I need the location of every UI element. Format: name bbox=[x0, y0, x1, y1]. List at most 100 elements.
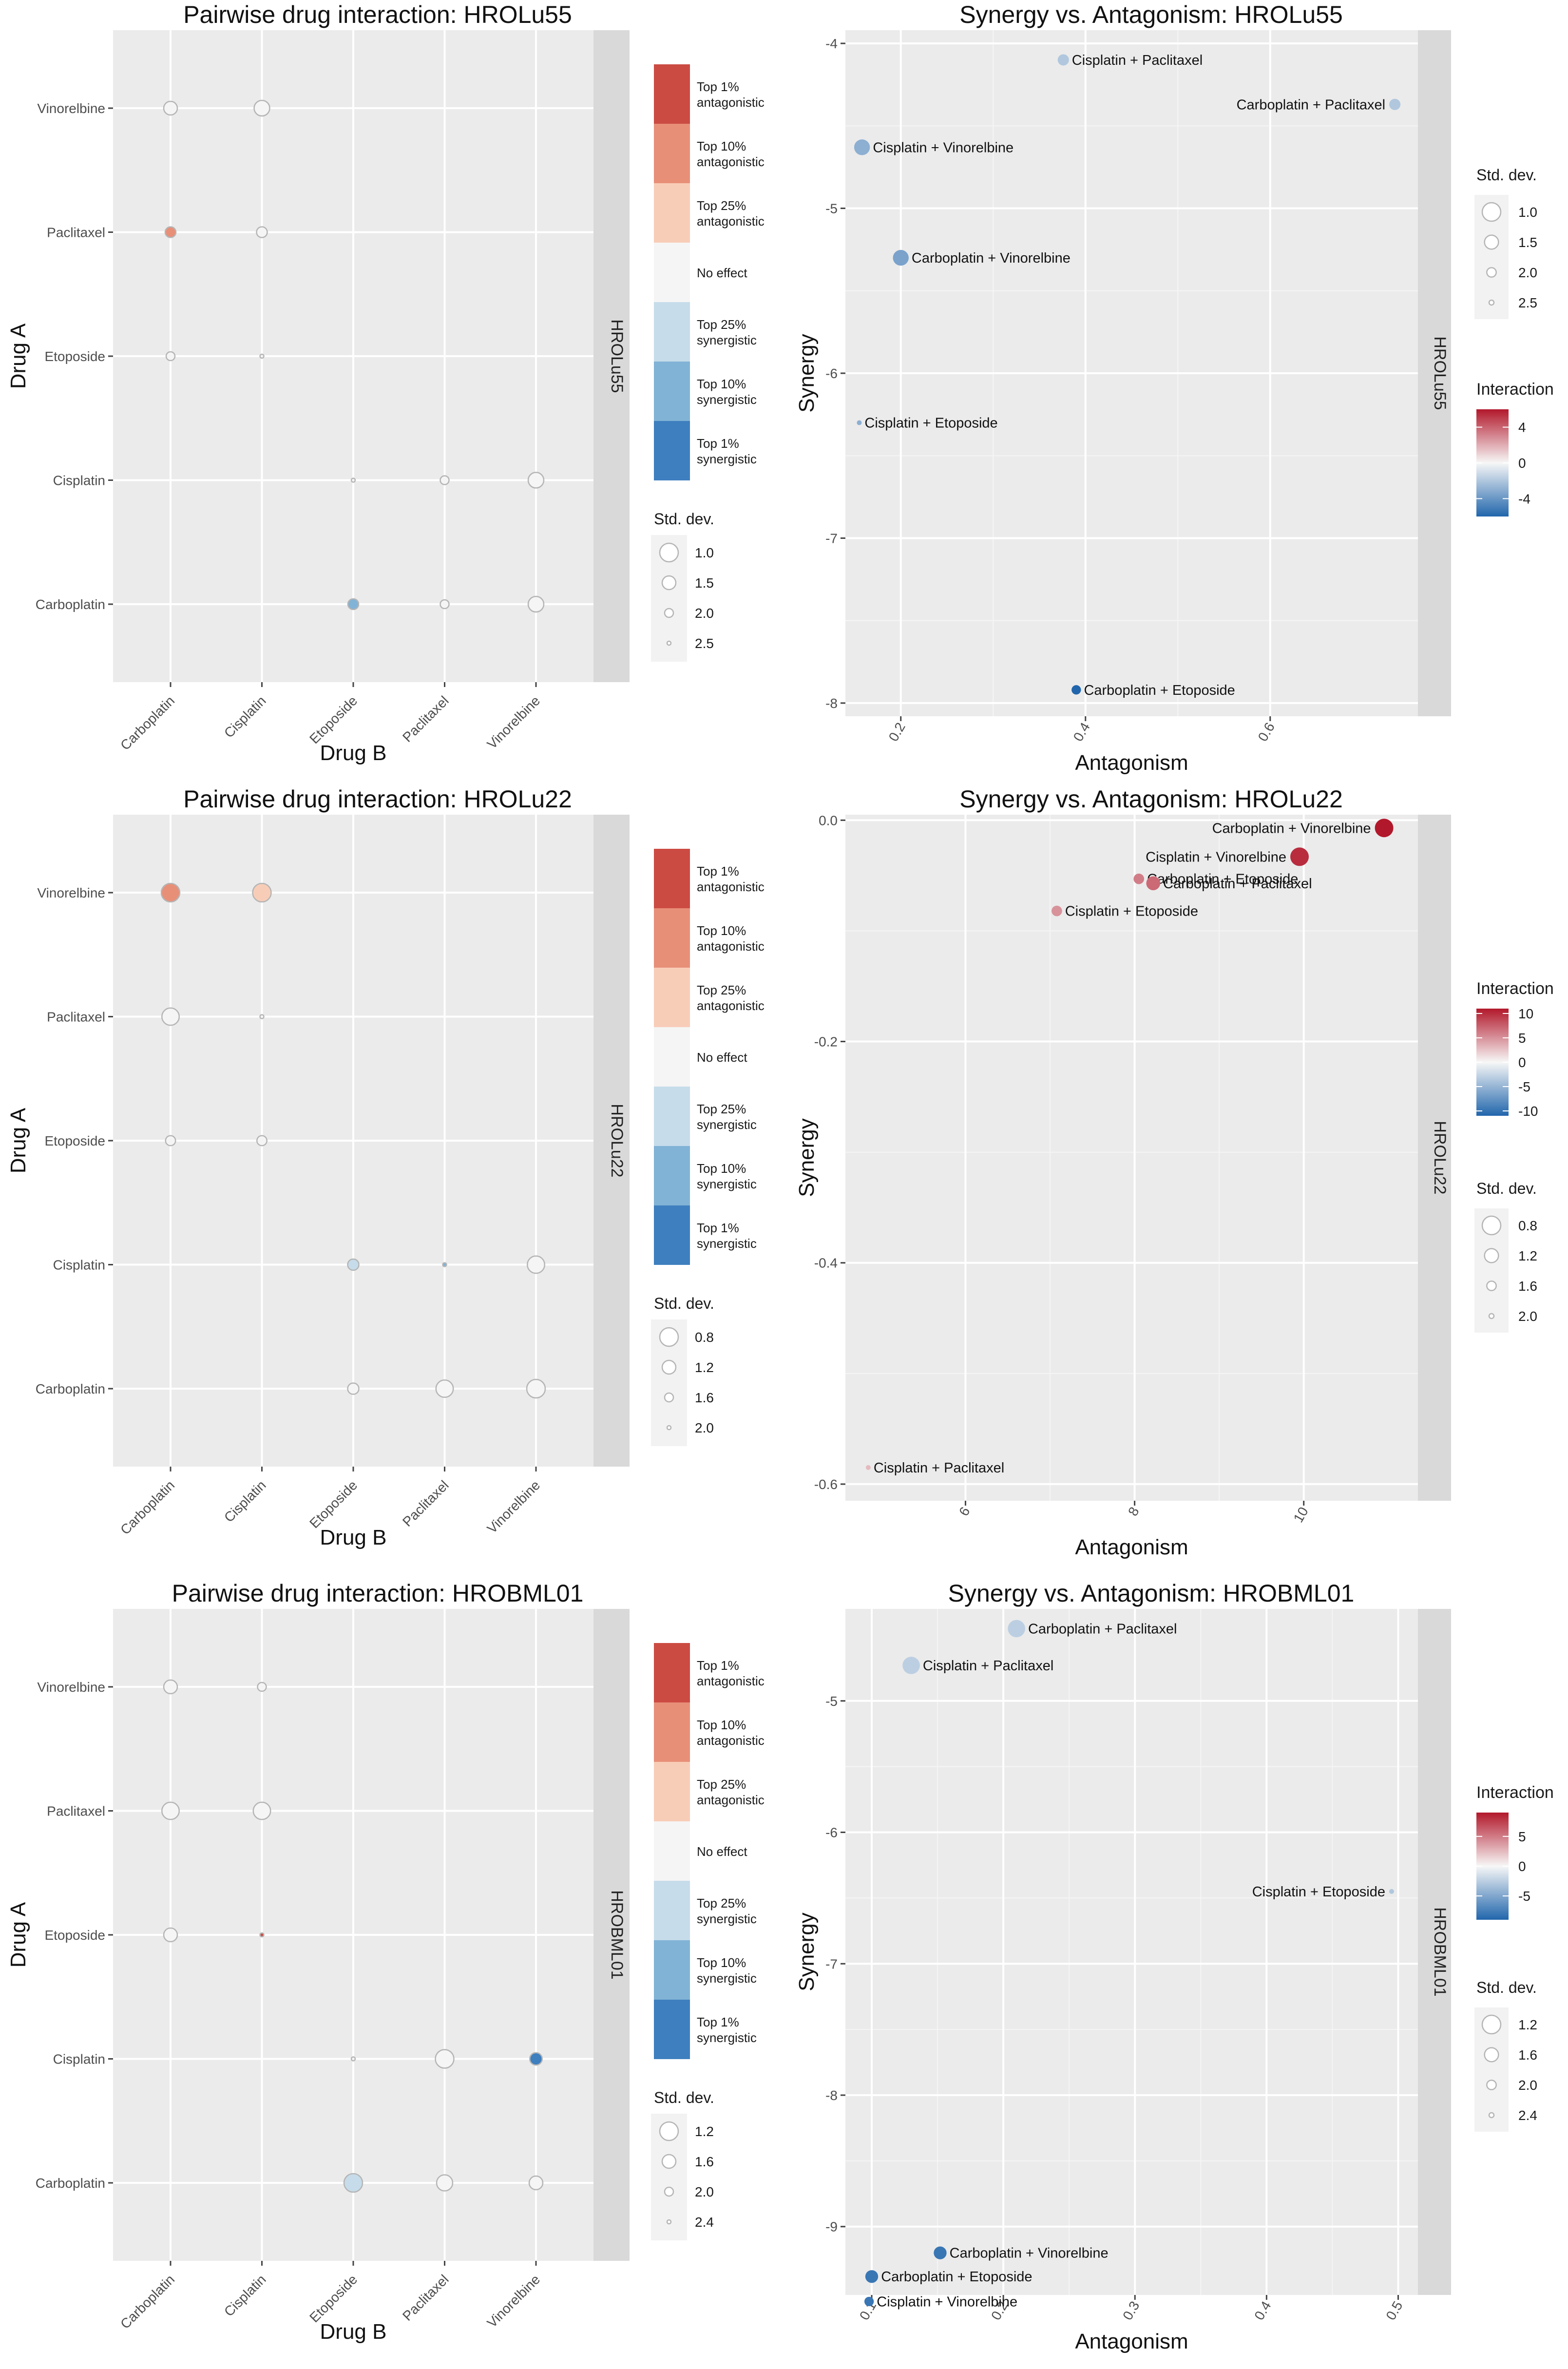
legend-swatch bbox=[654, 1205, 690, 1265]
data-point bbox=[529, 2052, 543, 2066]
strip-background bbox=[1418, 30, 1451, 716]
data-point bbox=[163, 1927, 178, 1943]
y-tick-label: Carboplatin bbox=[36, 1381, 105, 1396]
legend-size-label: 2.0 bbox=[1518, 1309, 1537, 1324]
data-point bbox=[347, 598, 360, 611]
data-point bbox=[253, 99, 270, 117]
colorbar-tick-label: -5 bbox=[1518, 1889, 1530, 1904]
x-tick-label: 0.4 bbox=[1251, 2299, 1274, 2323]
y-tick-label: 0.0 bbox=[819, 813, 838, 828]
legend-swatch bbox=[654, 64, 690, 124]
y-axis-label: Drug A bbox=[6, 1108, 30, 1173]
data-point bbox=[1071, 685, 1081, 695]
data-point bbox=[1133, 873, 1145, 884]
y-tick-label: -4 bbox=[825, 36, 838, 51]
legend-level-label: Top 10% antagonistic bbox=[697, 139, 765, 169]
data-label: Cisplatin + Vinorelbine bbox=[1146, 849, 1286, 865]
x-axis-label: Antagonism bbox=[1075, 2330, 1188, 2353]
legend-size-key bbox=[666, 1425, 672, 1431]
data-point bbox=[256, 1135, 268, 1146]
x-tick-label: Carboplatin bbox=[117, 2272, 177, 2331]
y-tick-label: -5 bbox=[825, 201, 838, 216]
y-axis-label: Drug A bbox=[6, 323, 30, 389]
data-label: Cisplatin + Vinorelbine bbox=[877, 2294, 1017, 2310]
data-point bbox=[165, 351, 176, 362]
scatter-chart-1: Synergy vs. Antagonism: HROLu55 HROLu55 0.… bbox=[795, 1, 1554, 775]
y-tick-label: -6 bbox=[825, 366, 838, 381]
legend-size-key bbox=[1488, 299, 1495, 306]
data-point bbox=[1389, 98, 1401, 110]
legend-size-key bbox=[1486, 2080, 1497, 2090]
legend-level-label: Top 1% antagonistic bbox=[697, 1658, 765, 1688]
data-point bbox=[1290, 847, 1309, 866]
y-tick-label: Vinorelbine bbox=[37, 885, 105, 900]
y-tick-label: -0.6 bbox=[814, 1477, 838, 1492]
data-label: Cisplatin + Vinorelbine bbox=[873, 140, 1013, 155]
scatter-chart-3: Synergy vs. Antagonism: HROLu22 HROLu22 6 8… bbox=[795, 785, 1554, 1559]
data-point bbox=[252, 1801, 271, 1820]
chart-title: Pairwise drug interaction: HROLu22 bbox=[183, 785, 572, 813]
data-point bbox=[163, 100, 178, 116]
legend-size-key bbox=[659, 542, 679, 563]
legend-size-label: 2.0 bbox=[695, 1420, 714, 1435]
data-point bbox=[865, 2270, 879, 2283]
legend-stddev-title: Std. dev. bbox=[1476, 1180, 1537, 1197]
x-axis-label: Drug B bbox=[320, 2320, 387, 2344]
x-tick-label: 0.2 bbox=[886, 720, 908, 744]
legend-swatch bbox=[654, 362, 690, 421]
y-tick-label: Cisplatin bbox=[53, 473, 105, 488]
legend-swatch bbox=[654, 849, 690, 908]
x-tick-label: Carboplatin bbox=[117, 693, 177, 753]
x-axis-label: Antagonism bbox=[1075, 1535, 1188, 1559]
legend-size-key bbox=[661, 2154, 677, 2169]
y-tick-label: Carboplatin bbox=[36, 2176, 105, 2191]
legend-size-key bbox=[1488, 1313, 1495, 1319]
data-point bbox=[259, 353, 265, 359]
data-point bbox=[527, 595, 545, 613]
data-point bbox=[1052, 905, 1062, 917]
strip-background bbox=[1418, 1609, 1451, 2295]
y-tick-label: Cisplatin bbox=[53, 2052, 105, 2067]
plot-panel bbox=[845, 815, 1418, 1501]
data-point bbox=[864, 2296, 874, 2307]
x-tick-label: Cisplatin bbox=[221, 2272, 269, 2319]
colorbar-tick-label: -5 bbox=[1518, 1079, 1530, 1094]
data-point bbox=[350, 478, 356, 483]
data-label: Carboplatin + Etoposide bbox=[1147, 872, 1298, 887]
legend-swatch bbox=[654, 124, 690, 183]
data-point bbox=[442, 1262, 447, 1267]
data-point bbox=[527, 1255, 545, 1274]
legend-level-label: Top 25% synergistic bbox=[697, 1102, 757, 1132]
data-label: Carboplatin + Etoposide bbox=[881, 2269, 1032, 2285]
legend-level-label: Top 10% antagonistic bbox=[697, 1718, 765, 1748]
data-point bbox=[343, 2173, 363, 2193]
y-tick-label: Cisplatin bbox=[53, 1258, 105, 1273]
data-point bbox=[350, 2056, 356, 2062]
data-label: Carboplatin + Paclitaxel bbox=[1163, 876, 1312, 892]
data-label: Carboplatin + Vinorelbine bbox=[912, 250, 1071, 266]
colorbar-tick-label: 10 bbox=[1518, 1006, 1533, 1021]
x-tick-label: Etoposide bbox=[306, 1477, 360, 1531]
data-point bbox=[854, 139, 870, 155]
data-label: Cisplatin + Paclitaxel bbox=[874, 1460, 1004, 1476]
colorbar-tick-label: 4 bbox=[1518, 420, 1526, 435]
strip-label: HROLu55 bbox=[1431, 336, 1449, 410]
data-point bbox=[865, 1465, 871, 1470]
data-point bbox=[259, 1014, 265, 1019]
y-tick-label: Paclitaxel bbox=[47, 1804, 105, 1819]
legend-level-label: Top 1% synergistic bbox=[697, 2015, 757, 2045]
x-tick-label: 6 bbox=[956, 1505, 973, 1519]
data-point bbox=[1389, 1889, 1394, 1894]
data-label: Cisplatin + Paclitaxel bbox=[923, 1658, 1053, 1674]
data-point bbox=[857, 420, 862, 425]
scatter-chart-5: Synergy vs. Antagonism: HROBML01 HROBML01… bbox=[795, 1580, 1554, 2353]
legend-level-label: Top 1% synergistic bbox=[697, 436, 757, 466]
data-point bbox=[163, 1679, 178, 1695]
legend-size-key bbox=[1481, 2014, 1502, 2035]
data-point bbox=[934, 2246, 947, 2259]
data-point bbox=[893, 249, 909, 266]
legend-size-label: 1.6 bbox=[1518, 2047, 1537, 2063]
legend-swatch bbox=[654, 1087, 690, 1146]
legend-swatch bbox=[654, 243, 690, 302]
legend-stddev-title: Std. dev. bbox=[1476, 1979, 1537, 1996]
